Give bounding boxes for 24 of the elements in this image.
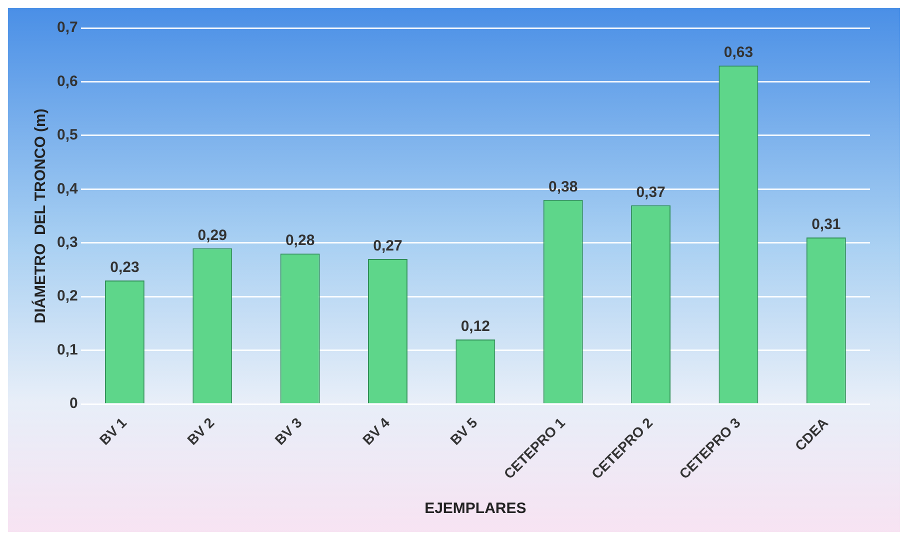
y-tick-label: 0,2: [56, 288, 78, 305]
data-label: 0,38: [548, 178, 578, 196]
data-label: 0,63: [724, 44, 754, 62]
x-tick-label: BV 2: [184, 414, 218, 448]
x-tick-label: BV 1: [96, 414, 130, 448]
x-tick-label: BV 3: [272, 414, 306, 448]
data-label: 0,12: [460, 318, 490, 336]
x-axis-title: EJEMPLARES: [424, 500, 526, 518]
x-tick-label: BV 4: [359, 414, 393, 448]
y-tick-label: 0,1: [56, 341, 78, 358]
data-label: 0,23: [110, 259, 140, 276]
y-tick-label: 0,6: [56, 72, 78, 90]
data-label: 0,37: [636, 184, 666, 201]
y-tick-label: 0: [70, 395, 78, 412]
data-label: 0,29: [198, 226, 227, 244]
y-tick-label: 0,3: [56, 234, 78, 252]
y-tick-label: 0,5: [56, 126, 78, 144]
data-label: 0,31: [812, 216, 841, 234]
y-axis-title: DIÁMETRO DEL TRONCO (m): [31, 108, 50, 324]
y-tick-label: 0,4: [56, 180, 78, 198]
x-tick-label: BV 5: [446, 414, 480, 448]
y-tick-label: 0,7: [56, 19, 78, 36]
data-label: 0,28: [285, 232, 315, 250]
data-label: 0,27: [373, 238, 402, 255]
